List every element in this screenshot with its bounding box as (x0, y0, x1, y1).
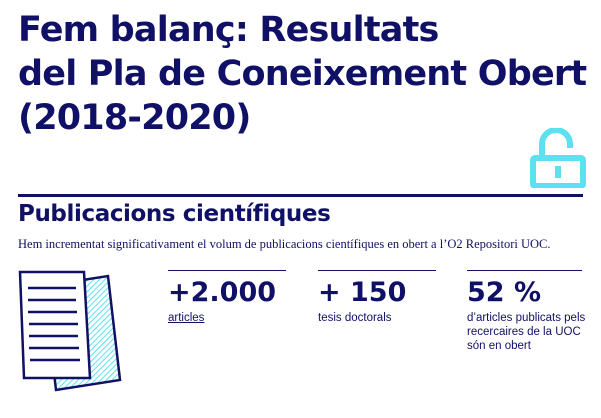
stat-value: +2.000 (168, 277, 277, 308)
stat-label: d’articles publicats pels recercaires de… (467, 312, 586, 352)
stat-divider (467, 270, 582, 271)
stat-open-articles: 52 % d’articles publicats pels recercair… (467, 270, 587, 353)
stat-divider (168, 270, 286, 271)
stat-label-link[interactable]: articles (168, 312, 205, 324)
open-padlock-icon (530, 128, 586, 188)
section-divider (18, 194, 583, 197)
section-intro: Hem incrementat significativament el vol… (18, 237, 551, 251)
stat-divider (318, 270, 436, 271)
document-pages-icon (18, 270, 122, 392)
stat-label: tesis doctorals (318, 312, 392, 324)
stat-articles: +2.000 articles (168, 270, 286, 325)
stat-value: 52 % (467, 277, 542, 308)
section-title: Publicacions científiques (18, 201, 331, 227)
stat-theses: + 150 tesis doctorals (318, 270, 436, 325)
title-line-1: Fem balanç: Resultats (18, 10, 439, 50)
stat-value: + 150 (318, 277, 407, 308)
title-line-3: (2018-2020) (18, 98, 251, 138)
page-title: Fem balanç: Resultats del Pla de Coneixe… (18, 8, 587, 140)
title-line-2: del Pla de Coneixement Obert (18, 54, 587, 94)
